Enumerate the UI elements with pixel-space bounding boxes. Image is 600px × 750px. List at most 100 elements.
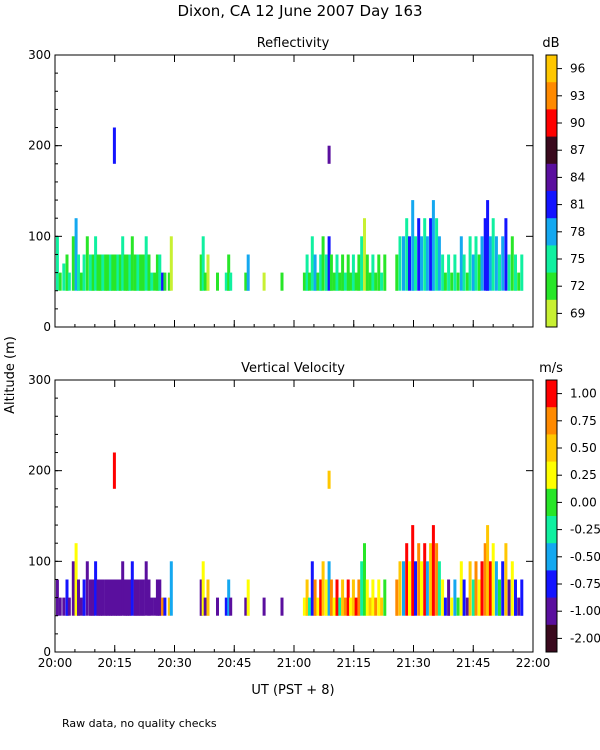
vertical-velocity-colorbar-label: 0.00 — [570, 495, 597, 509]
vertical-velocity-data-cell — [431, 525, 435, 616]
vertical-velocity-data-cell — [302, 597, 306, 616]
reflectivity-data-cell — [206, 254, 210, 291]
reflectivity-data-cell — [118, 254, 122, 291]
reflectivity-data-cell — [510, 236, 514, 291]
vertical-velocity-data-cell — [216, 597, 219, 616]
vertical-velocity-colorbar-swatch — [546, 597, 557, 626]
reflectivity-data-cell — [229, 272, 233, 291]
reflectivity-data-cell — [313, 254, 317, 291]
vertical-velocity-data-cell — [167, 597, 171, 616]
reflectivity-units: dB — [542, 36, 559, 51]
vertical-velocity-data-cell — [147, 579, 151, 616]
reflectivity-y-tick-label: 300 — [28, 48, 51, 62]
reflectivity-colorbar-swatch — [546, 218, 557, 246]
reflectivity-data-cell — [106, 254, 110, 291]
reflectivity-data-cell — [351, 254, 355, 291]
reflectivity-data-cell — [65, 254, 69, 291]
reflectivity-colorbar-label: 96 — [570, 62, 585, 76]
reflectivity-data-cell — [216, 272, 219, 291]
reflectivity-data-cell — [141, 254, 145, 291]
reflectivity-data-cell — [133, 254, 137, 291]
vertical-velocity-data-cell — [58, 597, 62, 616]
vertical-velocity-data-cell — [116, 579, 120, 616]
reflectivity-data-cell — [447, 254, 451, 291]
vertical-velocity-colorbar-swatch — [546, 407, 557, 435]
reflectivity-data-cell — [201, 236, 205, 291]
reflectivity-data-cell — [517, 272, 521, 291]
vertical-velocity-colorbar: 1.00 0.75 0.50 0.25 0.00 -0.25 -0.50 -0.75 -1.00… — [545, 379, 600, 653]
reflectivity-data-cell — [343, 272, 347, 291]
vertical-velocity-data-cell — [365, 579, 369, 616]
reflectivity-colorbar-label: 72 — [570, 279, 585, 293]
vertical-velocity-data-cell — [321, 561, 325, 616]
reflectivity-colorbar-frame — [545, 54, 558, 328]
vertical-velocity-data-cell — [520, 579, 524, 616]
vertical-velocity-data-cell — [363, 543, 366, 616]
reflectivity-data-cell — [420, 236, 423, 291]
vertical-velocity-data-cell — [335, 579, 339, 616]
footer-note: Raw data, no quality checks — [62, 717, 217, 730]
vertical-velocity-data-cell — [201, 561, 205, 616]
vertical-velocity-data-cell — [158, 579, 162, 616]
vertical-velocity-data-cell — [425, 561, 429, 616]
vertical-velocity-data-cell — [383, 579, 387, 616]
x-tick-label: 21:15 — [336, 656, 371, 670]
reflectivity-data-cell — [462, 254, 466, 291]
vertical-velocity-data-cell — [349, 597, 353, 616]
vertical-velocity-data-cell — [155, 579, 159, 616]
reflectivity-data-cell — [310, 236, 314, 291]
vertical-velocity-data-cell — [332, 597, 336, 616]
vertical-velocity-data-cell — [395, 579, 399, 616]
vertical-velocity-colorbar-label: 0.50 — [570, 441, 597, 455]
reflectivity-data-cell — [104, 254, 108, 291]
reflectivity-data-cell — [55, 236, 59, 291]
reflectivity-y-tick-label: 0 — [43, 320, 51, 334]
vertical-velocity-data-cell — [329, 579, 333, 616]
reflectivity-colorbar-swatch — [546, 109, 557, 138]
reflectivity-data-cell — [456, 272, 460, 291]
vertical-velocity-colorbar-swatch — [546, 461, 557, 490]
vertical-velocity-data-cell — [224, 597, 228, 616]
reflectivity-data-cell — [425, 236, 429, 291]
vertical-velocity-data-cell — [136, 579, 140, 616]
vertical-velocity-data-cell — [118, 579, 122, 616]
vertical-velocity-data-cell — [423, 543, 427, 616]
vertical-velocity-data-cell — [462, 579, 466, 616]
vertical-velocity-data-cell — [324, 579, 328, 616]
vertical-velocity-data-cell — [319, 579, 323, 616]
vertical-velocity-colorbar-label: 0.25 — [570, 468, 597, 482]
vertical-velocity-data-cell — [112, 452, 116, 489]
reflectivity-data-cell — [74, 218, 78, 291]
vertical-velocity-data-cell — [96, 579, 100, 616]
vertical-velocity-data-cell — [514, 579, 517, 616]
vertical-velocity-data-cell — [310, 561, 314, 616]
reflectivity-data-cell — [305, 254, 309, 291]
reflectivity-data-cell — [408, 236, 411, 291]
reflectivity-data-cell — [123, 254, 127, 291]
reflectivity-data-cell — [126, 254, 129, 291]
reflectivity-colorbar-swatch — [546, 245, 557, 274]
vertical-velocity-data-cell — [82, 579, 86, 616]
vertical-velocity-data-cell — [480, 561, 484, 616]
vertical-velocity-colorbar-label: 0.75 — [570, 414, 597, 428]
vertical-velocity-data-cell — [517, 597, 521, 616]
reflectivity-panel: Reflectivity dB 0 100 200 300 96 93 90 87 84 81 7… — [28, 36, 585, 334]
reflectivity-data-cell — [153, 272, 157, 291]
reflectivity-data-cell — [319, 254, 323, 291]
reflectivity-data-cell — [371, 254, 375, 291]
vertical-velocity-data-cell — [123, 579, 127, 616]
vertical-velocity-data-cell — [133, 579, 137, 616]
reflectivity-data-cell — [504, 218, 508, 291]
vertical-velocity-data-cell — [343, 597, 347, 616]
reflectivity-data-cell — [227, 254, 231, 291]
reflectivity-data-cell — [62, 263, 66, 291]
vertical-velocity-colorbar-swatch — [546, 516, 557, 544]
vertical-velocity-data-cell — [227, 579, 231, 616]
vertical-velocity-data-cell — [414, 561, 417, 616]
vertical-velocity-data-cell — [327, 470, 331, 489]
vertical-velocity-data-cell — [89, 579, 92, 616]
reflectivity-data-cell — [114, 254, 117, 291]
reflectivity-colorbar-label: 84 — [570, 170, 585, 184]
reflectivity-data-cell — [380, 272, 384, 291]
reflectivity-data-cell — [139, 254, 143, 291]
